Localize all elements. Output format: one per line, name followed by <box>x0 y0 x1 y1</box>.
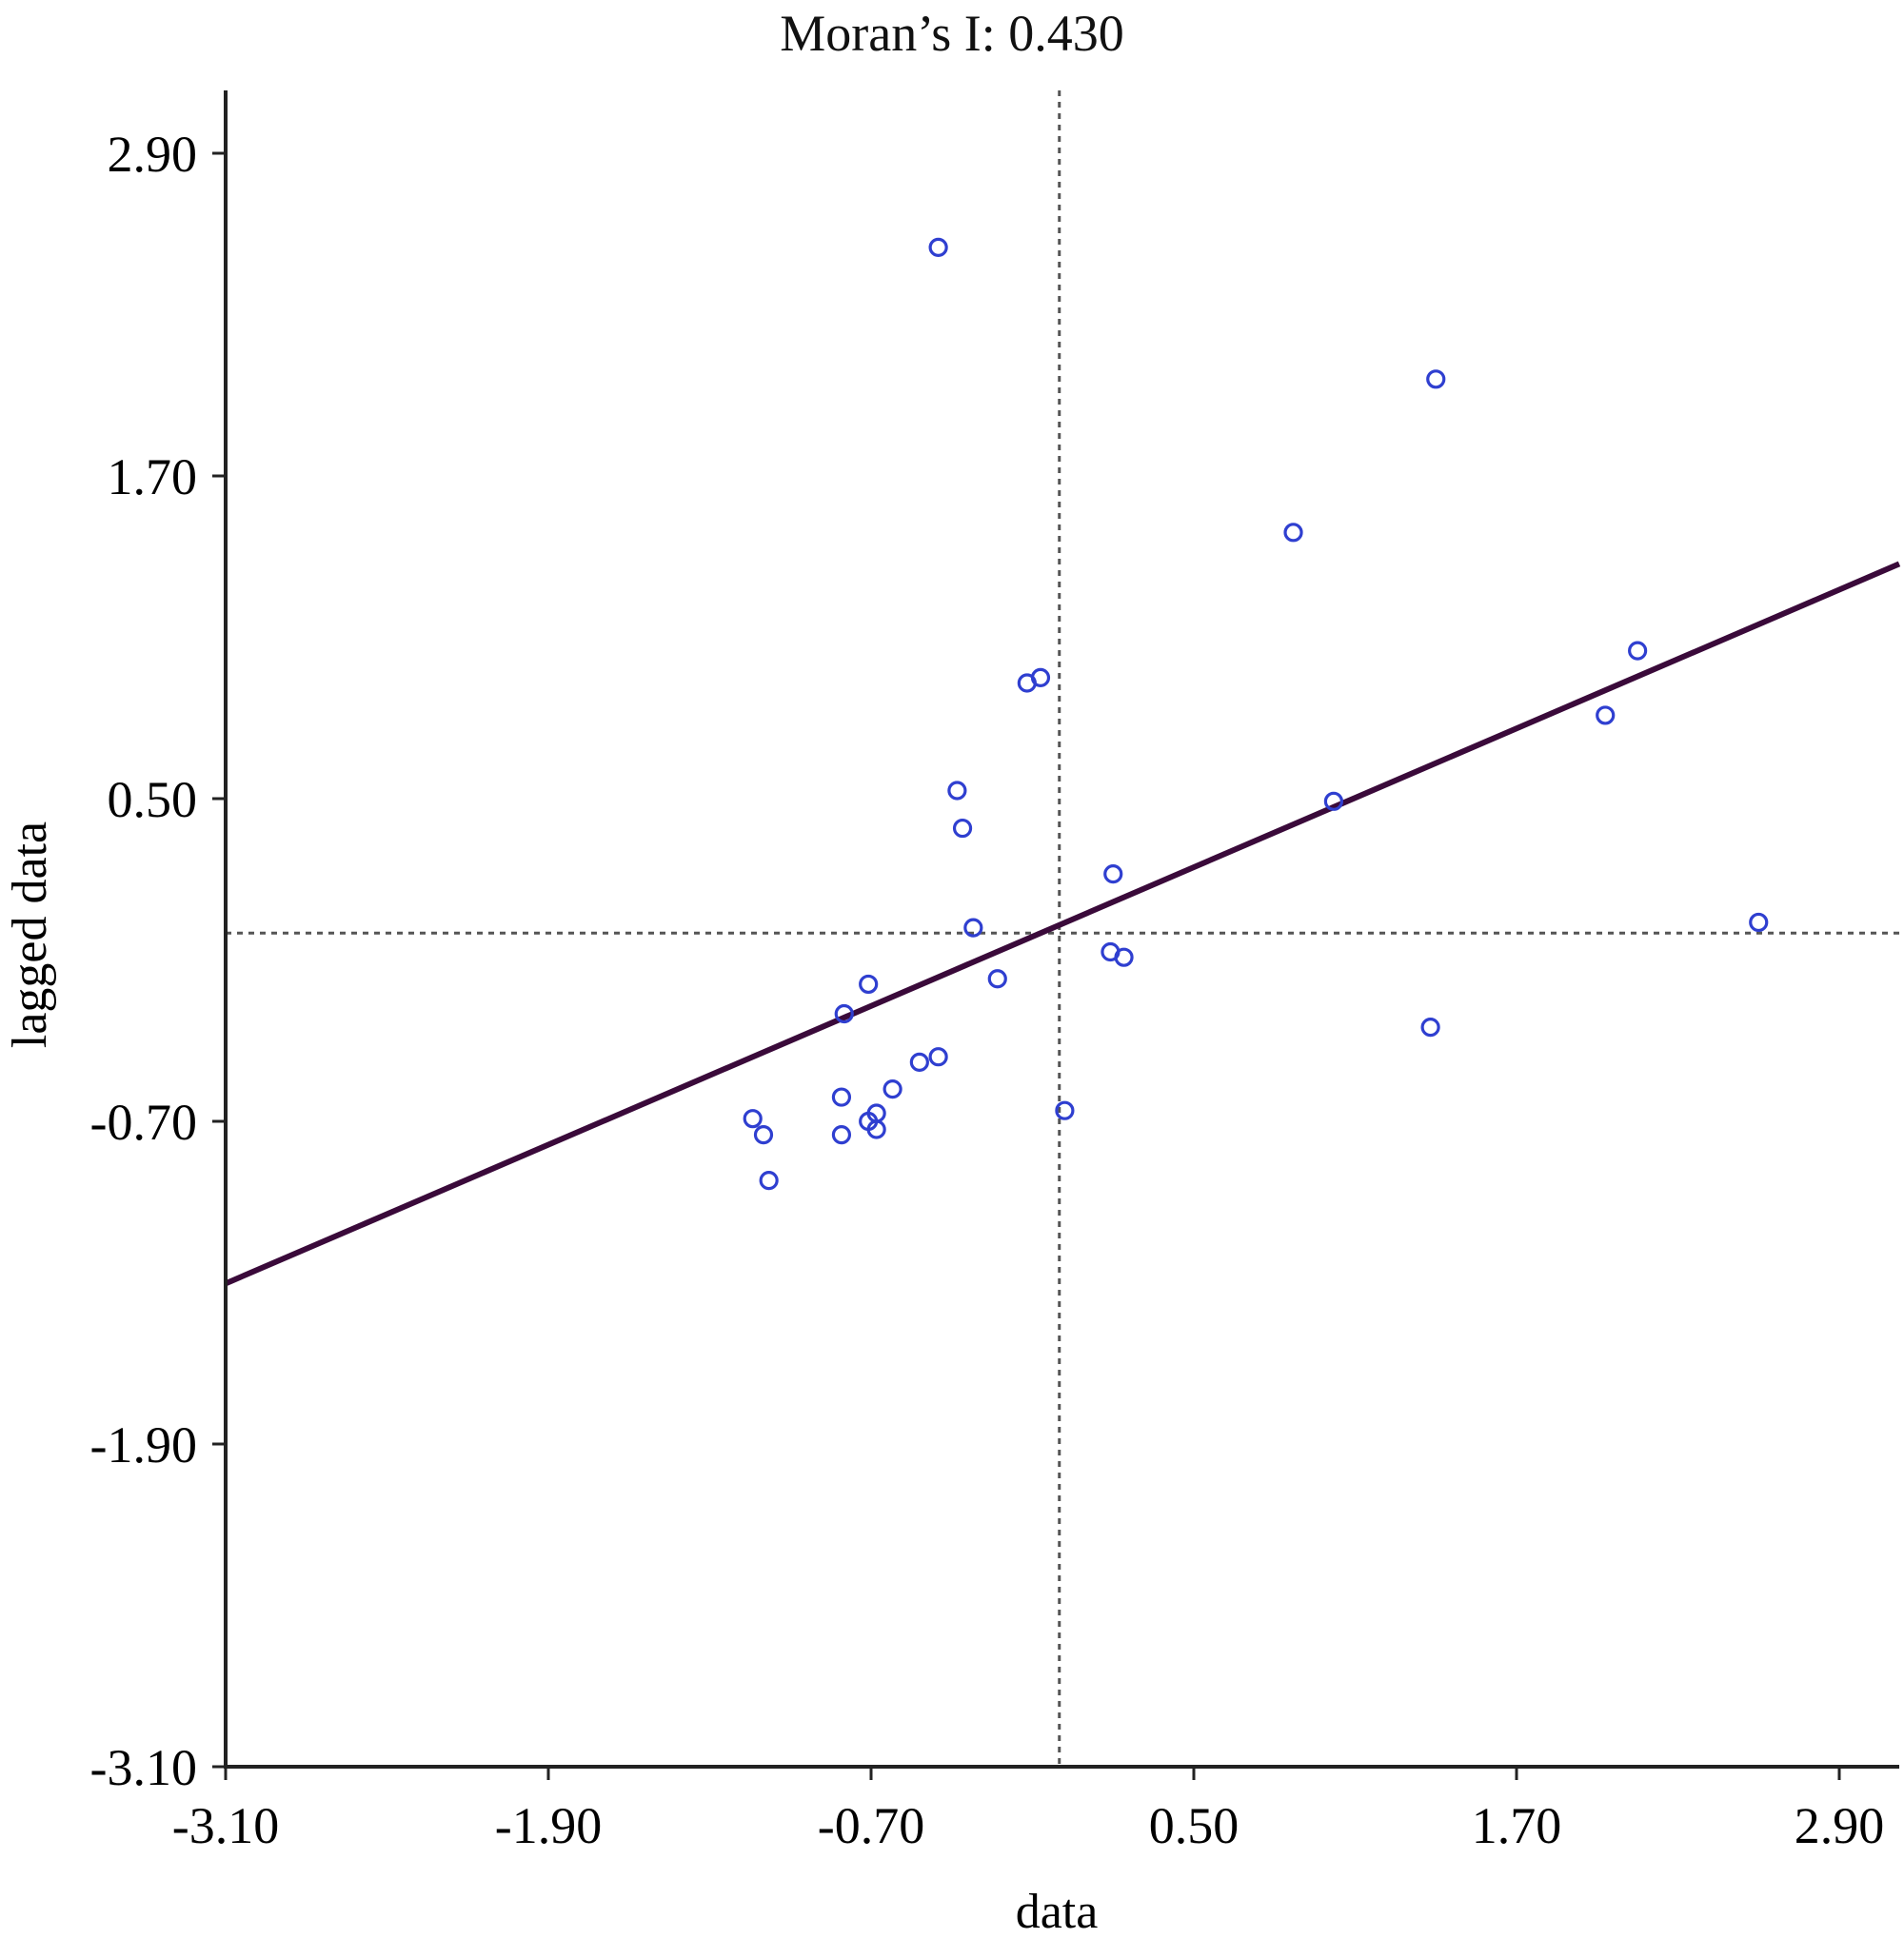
data-point <box>1749 912 1769 933</box>
data-point <box>753 1125 774 1145</box>
data-point <box>859 974 879 995</box>
data-point <box>947 781 967 801</box>
data-point <box>834 1003 854 1024</box>
y-tick-label: 2.90 <box>108 126 198 183</box>
data-point <box>743 1109 763 1129</box>
data-point <box>952 818 973 839</box>
reference-lines <box>226 90 1899 1767</box>
data-point <box>1323 791 1344 811</box>
x-tick-label: 2.90 <box>1795 1797 1885 1854</box>
data-point <box>883 1078 902 1099</box>
data-point <box>987 969 1007 989</box>
data-point <box>1030 667 1051 687</box>
x-tick-label: -1.90 <box>495 1797 602 1854</box>
data-point <box>1426 369 1446 389</box>
y-tick-label: -1.90 <box>90 1416 197 1474</box>
data-point <box>1283 523 1303 543</box>
data-point <box>831 1125 852 1145</box>
data-point <box>759 1171 779 1191</box>
x-tick-label: 0.50 <box>1149 1797 1240 1854</box>
regression-line-group <box>224 561 1901 1287</box>
y-tick-label: -3.10 <box>90 1739 197 1796</box>
ticks: -3.10 -1.90 -0.70 0.50 1.70 2.90 2.90 1.70 0.50 -… <box>90 126 1885 1854</box>
y-axis-label: lagged data <box>3 821 57 1048</box>
y-tick-label: 1.70 <box>108 448 198 505</box>
x-tick-label: -3.10 <box>172 1797 279 1854</box>
data-point <box>1055 1100 1075 1120</box>
data-point <box>1103 863 1123 884</box>
data-point <box>831 1087 852 1107</box>
x-tick-label: 1.70 <box>1472 1797 1562 1854</box>
data-points <box>743 237 1769 1191</box>
y-tick-label: 0.50 <box>108 771 198 828</box>
data-point <box>928 237 948 257</box>
data-point <box>1628 641 1648 661</box>
data-point <box>1114 947 1134 967</box>
data-point <box>928 1047 948 1067</box>
data-point <box>1420 1018 1440 1038</box>
regression-line <box>224 561 1901 1287</box>
data-point <box>909 1052 929 1072</box>
x-tick-label: -0.70 <box>818 1797 924 1854</box>
data-point <box>866 1119 886 1139</box>
y-tick-label: -0.70 <box>90 1094 197 1151</box>
data-point <box>963 918 983 938</box>
data-point <box>1596 705 1616 725</box>
x-axis-label: data <box>1016 1885 1099 1939</box>
axes <box>224 90 1899 1769</box>
chart-title: Moran’s I: 0.430 <box>780 5 1124 62</box>
